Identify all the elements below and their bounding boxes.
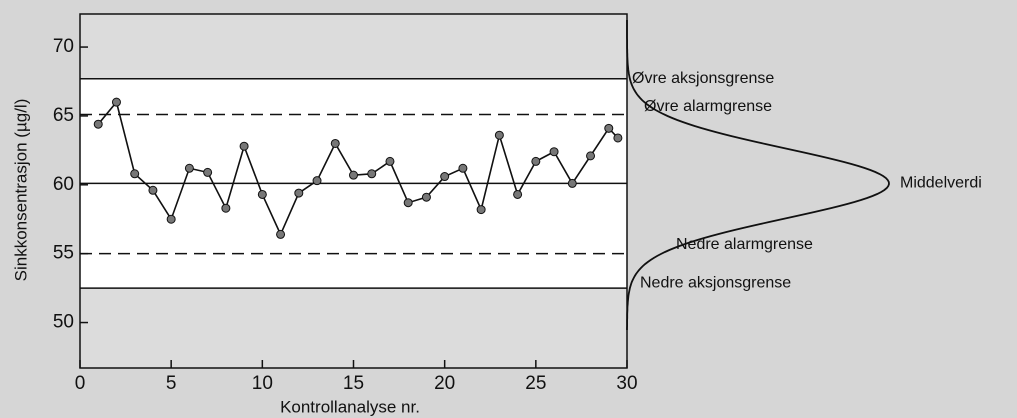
- reference-label: Nedre alarmgrense: [676, 236, 813, 253]
- y-tick-label: 50: [53, 312, 74, 333]
- data-point: [367, 169, 377, 179]
- data-point: [184, 163, 194, 173]
- data-point: [130, 169, 140, 179]
- reference-label: Middelverdi: [900, 175, 982, 192]
- x-tick-label: 10: [252, 373, 273, 394]
- data-point: [458, 163, 468, 173]
- x-axis-label: Kontrollanalyse nr.: [280, 397, 420, 416]
- data-point: [312, 176, 322, 186]
- data-point: [257, 189, 267, 199]
- data-point: [203, 167, 213, 177]
- y-tick-label: 60: [53, 174, 74, 195]
- x-tick-label: 20: [434, 373, 455, 394]
- x-tick-label: 30: [616, 373, 637, 394]
- reference-label: Nedre aksjonsgrense: [640, 274, 791, 291]
- data-point: [549, 147, 559, 157]
- data-point: [166, 214, 176, 224]
- data-point: [613, 133, 623, 143]
- x-tick-label: 0: [75, 373, 86, 394]
- data-point: [494, 130, 504, 140]
- data-point: [93, 119, 103, 129]
- data-point: [385, 156, 395, 166]
- data-point: [239, 141, 249, 151]
- reference-label: Øvre aksjonsgrense: [632, 70, 774, 87]
- reference-label: Øvre alarmgrense: [644, 98, 772, 115]
- y-tick-label: 55: [53, 243, 74, 264]
- data-point: [294, 188, 304, 198]
- data-point: [567, 178, 577, 188]
- data-point: [111, 97, 121, 107]
- data-point: [440, 172, 450, 182]
- data-point: [531, 156, 541, 166]
- data-point: [476, 205, 486, 215]
- data-point: [421, 192, 431, 202]
- data-point: [148, 185, 158, 195]
- y-tick-label: 70: [53, 36, 74, 57]
- x-tick-label: 25: [525, 373, 546, 394]
- y-tick-label: 65: [53, 105, 74, 126]
- data-point: [604, 123, 614, 133]
- y-axis-label: Sinkkonsentrasjon (µg/l): [11, 99, 30, 282]
- data-point: [403, 198, 413, 208]
- distribution-curve: [626, 20, 890, 330]
- x-tick-label: 5: [166, 373, 177, 394]
- data-point: [221, 203, 231, 213]
- data-point: [349, 170, 358, 180]
- data-point: [276, 229, 286, 239]
- data-point: [513, 189, 523, 199]
- data-point: [330, 138, 340, 148]
- data-point: [586, 151, 596, 161]
- x-tick-label: 15: [343, 373, 364, 394]
